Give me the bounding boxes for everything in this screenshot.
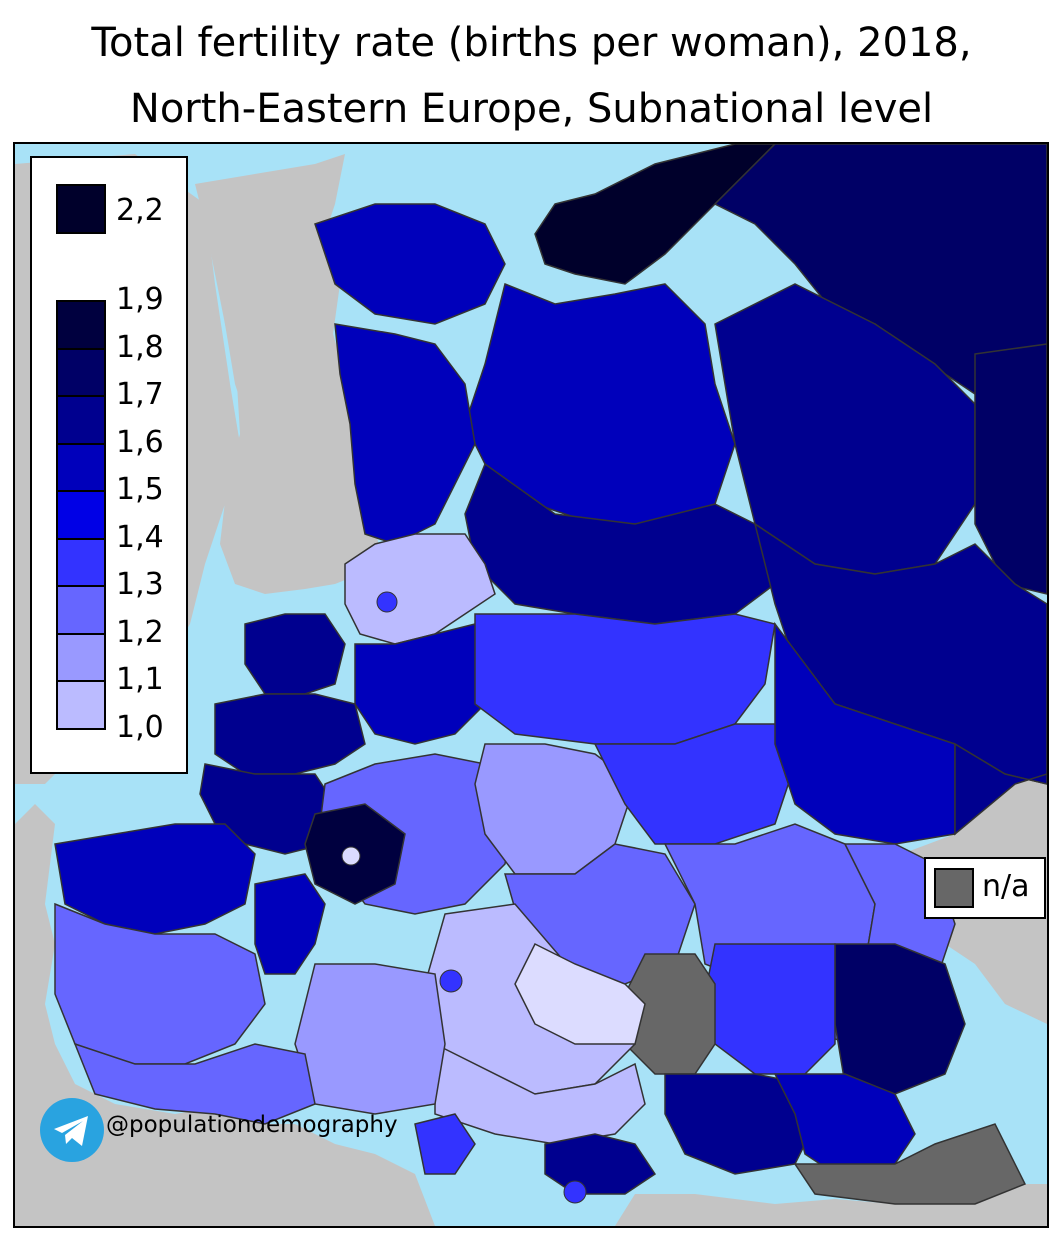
region-nenets — [534, 144, 777, 285]
region-murmansk — [314, 203, 506, 325]
region-moscow — [593, 723, 796, 845]
legend-scale-label: 1,5 — [116, 472, 164, 507]
telegram-icon — [40, 1098, 104, 1162]
legend-scale-swatch — [56, 395, 106, 445]
legend-scale-swatch — [56, 300, 106, 350]
region-crimea — [544, 1133, 657, 1195]
region-kalmykia-astrakhan — [834, 943, 966, 1095]
region-poland-east — [254, 873, 326, 975]
region-caucasus-na — [793, 1123, 1027, 1205]
region-ukraine-east — [514, 942, 646, 1045]
region-poland-north — [54, 823, 256, 935]
region-bashkortostan — [954, 742, 1047, 836]
region-komi — [714, 283, 976, 575]
region-tver-yaroslavl — [474, 613, 776, 745]
legend-scale-swatch — [56, 490, 106, 540]
legend-scale-label: 1,8 — [116, 329, 164, 365]
na-label: n/a — [982, 869, 1030, 904]
legend-scale-swatch — [56, 442, 106, 492]
region-lithuania — [199, 763, 336, 855]
credit-text: @populationdemography — [106, 1112, 398, 1138]
title-line-1: Total fertility rate (births per woman),… — [91, 20, 972, 66]
region-ukraine-south — [434, 1042, 646, 1145]
central-europe-land — [15, 804, 435, 1226]
region-leningrad — [344, 533, 496, 645]
legend-scale-label: 1,4 — [116, 519, 164, 555]
legend-swatch-top — [56, 184, 106, 234]
legend-scale-label: 1,3 — [116, 567, 164, 602]
legend-scale-swatch — [56, 537, 106, 587]
legend-scale-label: 1,6 — [116, 424, 164, 460]
map-title: Total fertility rate (births per woman),… — [0, 10, 1063, 142]
legend-scale-label: 1,0 — [116, 709, 164, 745]
legend-label-top: 2,2 — [116, 193, 164, 228]
na-legend: n/a — [924, 857, 1046, 919]
city-sevastopol — [563, 1180, 587, 1204]
legend-scale-swatch — [56, 680, 106, 730]
region-latvia — [214, 693, 366, 775]
na-swatch — [934, 868, 974, 908]
region-poland-central — [54, 902, 266, 1065]
city-st-petersburg — [376, 591, 398, 613]
region-volga — [774, 621, 956, 845]
legend: 2,2 1,9 1,8 1,7 1,6 1,5 1,4 1,3 1,2 1,1 1,0 — [30, 156, 188, 774]
legend-scale-swatch — [56, 585, 106, 635]
legend-scale-label: 1,2 — [116, 614, 164, 650]
legend-scale-label: 1,7 — [116, 377, 164, 412]
finland-land — [215, 224, 380, 594]
city-kyiv — [439, 969, 463, 993]
region-poland-south — [73, 1042, 316, 1125]
city-minsk — [341, 846, 361, 866]
legend-scale-swatch — [56, 347, 106, 397]
legend-scale-label: 1,9 — [116, 282, 164, 317]
title-line-2: North-Eastern Europe, Subnational level — [129, 86, 934, 132]
region-ukraine-west — [294, 963, 446, 1115]
region-estonia — [244, 613, 346, 695]
region-karelia — [334, 323, 476, 545]
legend-scale-label: 1,1 — [116, 662, 164, 697]
legend-scale-swatch — [56, 632, 106, 682]
region-odessa — [414, 1113, 476, 1175]
